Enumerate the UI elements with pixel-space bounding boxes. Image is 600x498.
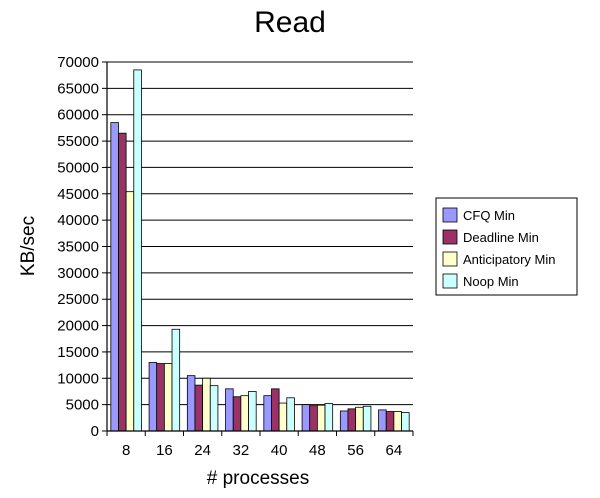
bar-cfq-min-40: [263, 395, 272, 432]
bar-noop-min-24: [209, 385, 219, 432]
x-tick-label: 32: [233, 442, 250, 459]
bar-noop-min-8: [133, 69, 142, 432]
legend-label: Anticipatory Min: [463, 252, 555, 267]
legend-label: CFQ Min: [463, 208, 515, 223]
x-tick-label: 40: [271, 442, 288, 459]
bar-anticipatory-min-16: [163, 363, 173, 432]
legend-label: Noop Min: [463, 274, 519, 289]
bar-cfq-min-16: [148, 362, 158, 432]
legend-swatch: [442, 273, 458, 289]
bar-anticipatory-min-8: [125, 191, 135, 432]
bar-cfq-min-8: [110, 122, 119, 432]
bars: [110, 69, 410, 432]
bar-cfq-min-56: [339, 410, 349, 432]
bar-deadline-min-32: [232, 396, 242, 432]
legend-swatch: [442, 229, 458, 245]
y-tick-label: 65000: [57, 80, 99, 97]
bar-noop-min-48: [324, 403, 334, 432]
legend: CFQ Min Deadline Min Anticipatory Min Noop …: [435, 197, 578, 296]
bar-anticipatory-min-64: [393, 411, 402, 432]
legend-box: [435, 197, 578, 296]
legend-swatch: [442, 251, 458, 267]
bar-deadline-min-64: [385, 411, 395, 432]
bar-anticipatory-min-40: [278, 402, 288, 432]
bar-anticipatory-min-56: [355, 406, 364, 432]
bar-noop-min-40: [286, 397, 295, 432]
bar-deadline-min-24: [194, 384, 204, 432]
bar-anticipatory-min-32: [240, 395, 249, 432]
y-tick-label: 25000: [57, 291, 99, 308]
y-tick-label: 45000: [57, 186, 99, 203]
bar-cfq-min-24: [186, 375, 196, 432]
y-tick-label: 50000: [57, 159, 99, 176]
y-tick-label: 5000: [66, 397, 99, 414]
bar-noop-min-32: [248, 391, 257, 432]
y-tick-label: 30000: [57, 265, 99, 282]
y-tick-label: 10000: [57, 370, 99, 387]
y-tick-label: 15000: [57, 344, 99, 361]
bar-anticipatory-min-24: [202, 377, 211, 432]
x-tick-label: 48: [309, 442, 326, 459]
y-tick-label: 55000: [57, 133, 99, 150]
y-tick-label: 35000: [57, 239, 99, 256]
y-tick-label: 0: [91, 423, 99, 440]
y-axis-label: KB/sec: [18, 216, 39, 276]
x-tick-label: 64: [386, 442, 403, 459]
bar-cfq-min-48: [301, 404, 311, 432]
x-tick-labels: 8 16 24 32 40 48 56 64: [122, 442, 402, 459]
bar-noop-min-16: [171, 328, 181, 432]
x-tick-label: 24: [194, 442, 211, 459]
y-tick-label: 70000: [57, 54, 99, 71]
bar-deadline-min-16: [156, 363, 165, 432]
bar-deadline-min-40: [271, 388, 280, 432]
bar-deadline-min-48: [309, 405, 318, 432]
y-tick-labels: 0 5000 10000 15000 20000 25000 30000 35000 40000…: [57, 54, 99, 440]
bar-anticipatory-min-48: [316, 404, 326, 432]
chart-title: Read: [254, 6, 326, 39]
legend-swatch: [442, 207, 458, 223]
x-tick-label: 16: [156, 442, 173, 459]
bar-cfq-min-32: [225, 388, 234, 432]
axes: [106, 62, 413, 432]
x-axis-label: # processes: [207, 468, 309, 489]
gridlines: [102, 61, 414, 436]
bar-noop-min-64: [401, 412, 410, 432]
bar-deadline-min-56: [347, 408, 357, 432]
x-tick-label: 56: [347, 442, 364, 459]
y-tick-label: 40000: [57, 212, 99, 229]
x-tick-label: 8: [122, 442, 130, 459]
y-tick-label: 20000: [57, 318, 99, 335]
bar-deadline-min-8: [118, 132, 127, 432]
y-tick-label: 60000: [57, 107, 99, 124]
bar-cfq-min-64: [378, 409, 387, 432]
legend-label: Deadline Min: [463, 230, 539, 245]
bar-noop-min-56: [362, 405, 372, 432]
